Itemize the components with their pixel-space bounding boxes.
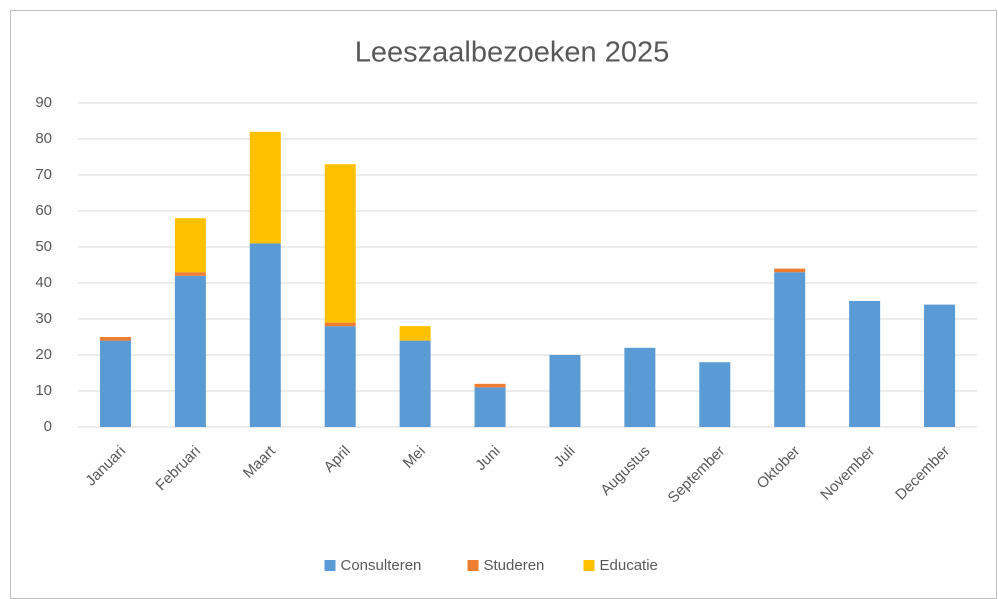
y-tick-label: 70 <box>35 166 52 183</box>
y-tick-label: 10 <box>35 382 52 399</box>
bar-segment <box>399 340 431 427</box>
bar-segment <box>474 387 506 427</box>
bar-segment <box>174 272 206 276</box>
legend-swatch <box>583 560 595 571</box>
bar-segment <box>324 322 356 327</box>
bar-segment <box>849 301 881 427</box>
bar-segment <box>549 355 581 427</box>
y-tick-label: 60 <box>35 202 52 219</box>
legend-label: Educatie <box>600 557 658 574</box>
bar-segment <box>774 268 806 273</box>
legend-swatch <box>324 560 336 571</box>
bar-segment <box>174 275 206 427</box>
y-tick-label: 20 <box>35 346 52 363</box>
legend-label: Consulteren <box>341 557 422 574</box>
bar-segment <box>99 340 131 427</box>
y-tick-label: 40 <box>35 274 52 291</box>
y-tick-label: 90 <box>35 94 52 111</box>
chart-title: Leeszaalbezoeken 2025 <box>355 37 669 69</box>
y-tick-label: 0 <box>44 418 52 435</box>
bar-segment <box>399 326 431 341</box>
y-tick-label: 50 <box>35 238 52 255</box>
y-tick-label: 30 <box>35 310 52 327</box>
bar-segment <box>174 218 206 273</box>
bar-segment <box>474 383 506 388</box>
bar-segment <box>324 164 356 323</box>
chart-frame <box>10 10 997 599</box>
y-tick-label: 80 <box>35 130 52 147</box>
bar-segment <box>699 362 731 427</box>
bar-segment <box>774 272 806 427</box>
bar-segment <box>324 326 356 427</box>
bar-segment <box>249 131 281 244</box>
bar-segment <box>249 243 281 427</box>
bar-segment <box>624 347 656 427</box>
legend-swatch <box>467 560 479 571</box>
legend-label: Studeren <box>484 557 545 574</box>
bar-segment <box>924 304 956 427</box>
bar-segment <box>99 337 131 341</box>
